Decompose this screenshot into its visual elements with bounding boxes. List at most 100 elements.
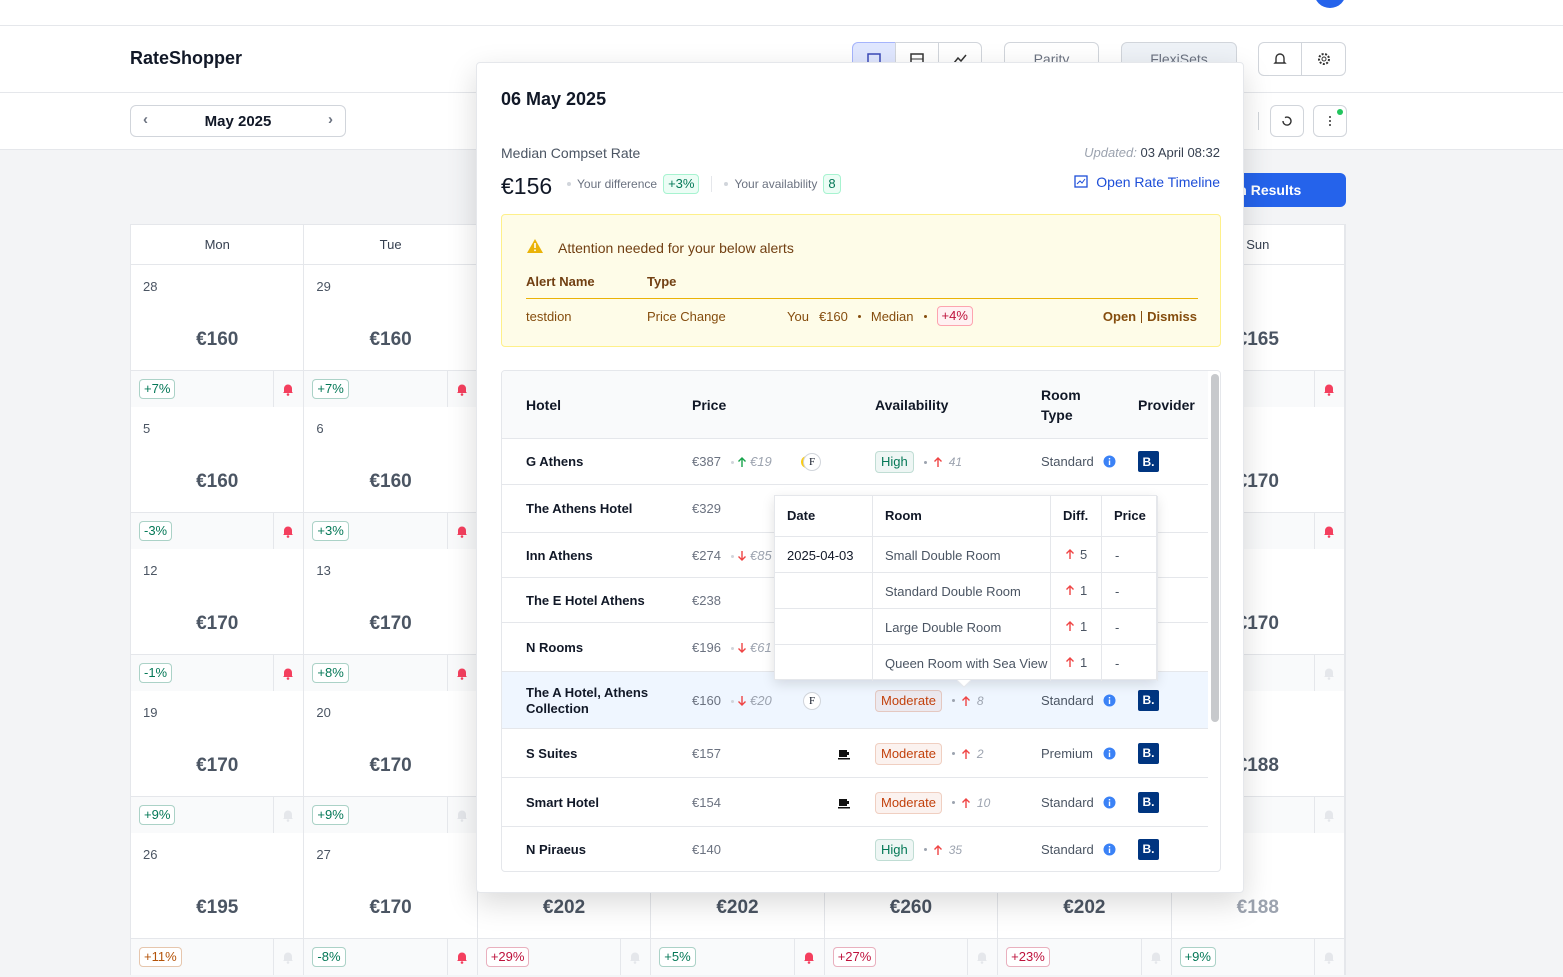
day-price: €195 bbox=[196, 897, 239, 918]
tooltip-cell bbox=[775, 573, 873, 609]
dot bbox=[923, 314, 927, 318]
day-cell[interactable]: +9% 20 €170 bbox=[304, 691, 478, 833]
dismiss[interactable]: Dismiss bbox=[1147, 309, 1197, 324]
dot bbox=[731, 699, 734, 703]
dot bbox=[923, 460, 927, 464]
tooltip-cell bbox=[775, 645, 873, 681]
tooltip-header: Price bbox=[1102, 496, 1158, 537]
hotel-price: €140 bbox=[692, 841, 721, 857]
day-number: 6 bbox=[316, 421, 324, 436]
icon bbox=[1273, 53, 1287, 64]
provider-logo: B. bbox=[1138, 791, 1159, 813]
weekday-header: Tue bbox=[304, 225, 478, 265]
open[interactable]: Open bbox=[1102, 309, 1137, 324]
day-cell[interactable]: +27% €260 bbox=[824, 833, 999, 975]
diff-arrow bbox=[1066, 621, 1074, 631]
alert-bell bbox=[283, 384, 294, 396]
tooltip-table: Date Room Diff. Price 2025-04-03 Small Double… bbox=[774, 495, 1158, 688]
day-cell[interactable]: +23% €202 bbox=[998, 833, 1172, 975]
change-arrow bbox=[738, 550, 746, 561]
icon bbox=[1282, 116, 1292, 126]
median-label: Median bbox=[870, 308, 914, 324]
tooltip-cell bbox=[873, 609, 1051, 645]
rate-tag: F bbox=[803, 691, 821, 710]
diff-badge: -3% bbox=[139, 521, 173, 541]
change-amount: €19 bbox=[750, 454, 772, 469]
hotel-row[interactable]: The A Hotel, Athens Collection €160 €20 F Mo… bbox=[502, 672, 1208, 729]
day-cell[interactable]: -8% 27 €170 bbox=[304, 833, 478, 975]
day-cell[interactable]: +7% 29 €160 bbox=[304, 265, 478, 407]
day-number: 27 bbox=[316, 847, 331, 862]
timeline-link[interactable]: Open Rate Timeline bbox=[1074, 174, 1220, 190]
hotel-row[interactable]: G Athens €387 €19 F High 41 Standard B. bbox=[502, 439, 1208, 485]
cell-footer: +5% bbox=[651, 938, 824, 975]
scrollbar[interactable] bbox=[1211, 374, 1219, 722]
day-number: 29 bbox=[316, 279, 331, 294]
hotel-row[interactable]: N Piraeus €140 High 35 Standard B. bbox=[502, 827, 1208, 871]
day-number: 13 bbox=[316, 563, 331, 578]
day-cell[interactable]: +8% 13 €170 bbox=[304, 549, 478, 691]
day-modal: 06 May 2025 Median Compset Rate Updated:… bbox=[476, 62, 1244, 893]
cell-footer: +8% bbox=[304, 654, 477, 691]
day-cell[interactable]: +3% 6 €160 bbox=[304, 407, 478, 549]
bell-slot bbox=[1313, 371, 1344, 407]
alert-bell bbox=[1323, 952, 1334, 964]
reset[interactable] bbox=[1270, 105, 1304, 137]
alert-bell bbox=[456, 384, 467, 396]
room-type: Standard bbox=[1041, 454, 1094, 469]
day-cell[interactable]: +7% 28 €160 bbox=[131, 265, 305, 407]
provider-logo: B. bbox=[1138, 689, 1159, 711]
day-number: 5 bbox=[143, 421, 151, 436]
hotel-name: S Suites bbox=[526, 745, 578, 761]
avatar[interactable] bbox=[1314, 0, 1346, 8]
change-arrow bbox=[738, 695, 746, 706]
bell-slot bbox=[967, 939, 997, 975]
hotel-row[interactable]: S Suites €157 Moderate 2 Premium B. bbox=[502, 729, 1208, 778]
diff-badge: +5% bbox=[659, 947, 696, 967]
tooltip-cell bbox=[775, 609, 873, 645]
diff-badge: +9% bbox=[1179, 947, 1216, 967]
bell-slot bbox=[446, 939, 477, 975]
month-picker[interactable]: ‹ May 2025 › bbox=[130, 105, 346, 137]
tooltip-room: Standard Double Room bbox=[885, 584, 1021, 599]
alert-detail: You €160 Median +4% bbox=[787, 306, 973, 326]
tooltip-cell bbox=[775, 537, 873, 573]
day-price: €170 bbox=[196, 613, 239, 634]
tooltip-header: Diff. bbox=[1051, 496, 1102, 537]
day-cell[interactable]: +11% 26 €195 bbox=[131, 833, 305, 975]
availability-change: 2 bbox=[976, 746, 984, 761]
alert-bell bbox=[283, 810, 294, 822]
more[interactable] bbox=[1313, 105, 1347, 137]
tooltip-cell bbox=[1102, 537, 1158, 573]
column-header: Availability bbox=[875, 397, 949, 413]
day-price: €170 bbox=[369, 897, 412, 918]
tooltip-room: Queen Room with Sea View bbox=[885, 656, 1048, 671]
day-cell[interactable]: -3% 5 €160 bbox=[131, 407, 305, 549]
cell-footer: -1% bbox=[131, 654, 304, 691]
day-price: €202 bbox=[716, 897, 759, 918]
alert-bell bbox=[456, 526, 467, 538]
day-cell[interactable]: +9% 19 €170 bbox=[131, 691, 305, 833]
provider-logo: B. bbox=[1138, 742, 1159, 764]
alert-bell bbox=[283, 668, 294, 680]
you-label: You bbox=[787, 308, 809, 324]
settings[interactable] bbox=[1301, 42, 1346, 76]
day-cell[interactable]: -1% 12 €170 bbox=[131, 549, 305, 691]
notifications[interactable] bbox=[1258, 42, 1302, 76]
alert-box: Attention needed for your below alerts A… bbox=[501, 214, 1221, 347]
tooltip-header: Room bbox=[873, 496, 1051, 537]
day-price: €202 bbox=[542, 897, 586, 918]
day-cell[interactable]: +5% €202 bbox=[651, 833, 825, 975]
alert-bell bbox=[456, 810, 467, 822]
day-cell[interactable]: +29% €202 bbox=[477, 833, 652, 975]
cell-footer: +9% bbox=[304, 796, 477, 833]
prev[interactable]: ‹ bbox=[143, 111, 148, 128]
day-price: €160 bbox=[196, 471, 239, 492]
day-cell[interactable]: +9% €188 bbox=[1171, 833, 1345, 975]
day-price: €170 bbox=[1236, 471, 1279, 492]
next[interactable]: › bbox=[328, 111, 333, 128]
alert-bell bbox=[456, 668, 467, 680]
day-price: €165 bbox=[1236, 329, 1279, 350]
provider-logo: B. bbox=[1138, 451, 1159, 472]
hotel-row[interactable]: Smart Hotel €154 Moderate 10 Standard B. bbox=[502, 778, 1208, 827]
